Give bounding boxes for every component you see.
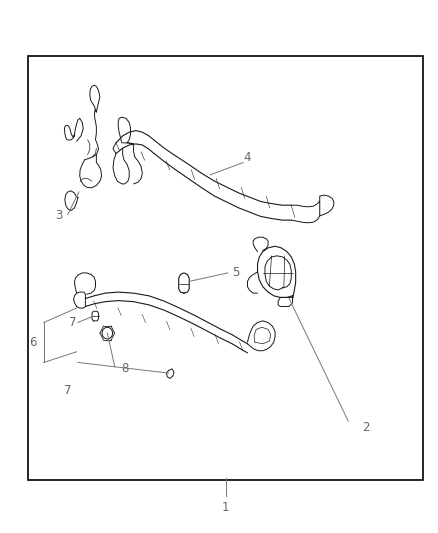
Text: 6: 6 [29,336,37,349]
Text: 7: 7 [64,384,72,397]
Text: 7: 7 [68,316,76,329]
Bar [28,56,423,480]
Text: 1: 1 [222,501,230,514]
Text: 8: 8 [121,362,128,375]
Text: 5: 5 [232,266,239,279]
Text: 4: 4 [244,151,251,164]
Text: 3: 3 [56,209,63,222]
Text: 2: 2 [362,421,370,434]
